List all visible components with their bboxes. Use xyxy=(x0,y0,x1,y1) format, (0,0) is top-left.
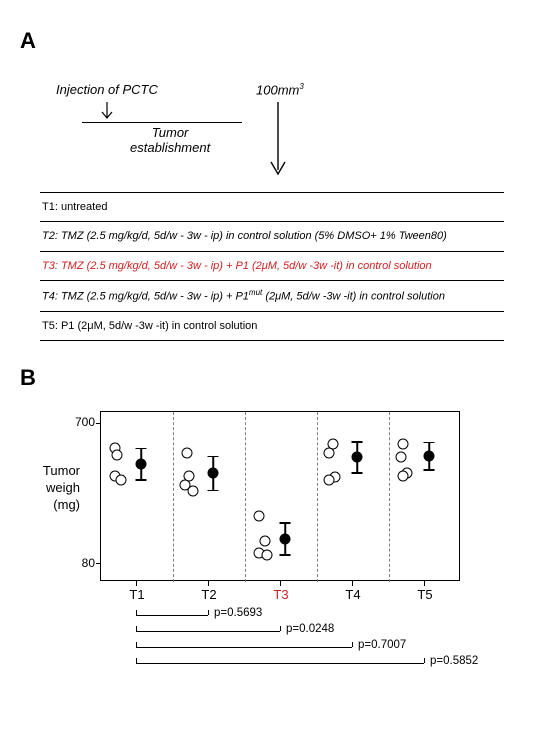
ytick xyxy=(96,423,101,424)
mean-point xyxy=(208,468,219,479)
x-category-T3: T3 xyxy=(261,587,301,602)
p-bracket-end xyxy=(280,626,281,631)
p-bracket xyxy=(136,631,280,632)
timeline-diagram: Injection of PCTC 100mm3 Tumor establish… xyxy=(56,82,524,192)
data-point xyxy=(188,486,199,497)
data-point xyxy=(182,447,193,458)
error-cap xyxy=(136,448,147,450)
x-category-T5: T5 xyxy=(405,587,445,602)
data-point xyxy=(324,447,335,458)
group-separator xyxy=(317,412,318,582)
y-axis-label: Tumor weigh (mg) xyxy=(20,463,80,514)
tumor-line1: Tumor xyxy=(152,125,189,140)
ytick-label: 700 xyxy=(71,415,95,429)
xtick xyxy=(280,580,281,586)
error-cap xyxy=(280,554,291,556)
p-bracket xyxy=(136,615,208,616)
error-cap xyxy=(136,479,147,481)
mean-point xyxy=(352,452,363,463)
data-point xyxy=(396,452,407,463)
x-category-T1: T1 xyxy=(117,587,157,602)
p-bracket-end xyxy=(424,658,425,663)
arrow-down-large-icon xyxy=(268,102,288,180)
p-value-label: p=0.5852 xyxy=(430,655,478,667)
xtick xyxy=(352,580,353,586)
volume-label: 100mm3 xyxy=(256,82,304,97)
ylabel-line1: Tumor xyxy=(43,463,80,478)
p-bracket-end xyxy=(136,626,137,631)
data-point xyxy=(260,536,271,547)
arrow-down-icon xyxy=(100,102,114,122)
xtick xyxy=(424,580,425,586)
xtick xyxy=(136,580,137,586)
error-cap xyxy=(352,441,363,443)
injection-label: Injection of PCTC xyxy=(56,82,158,97)
data-point xyxy=(116,475,127,486)
plot-area: 80700T1T2T3T4T5 xyxy=(100,411,460,581)
treatment-row-t1: T1: untreated xyxy=(40,192,504,221)
group-separator xyxy=(173,412,174,582)
group-separator xyxy=(389,412,390,582)
ylabel-line2: weigh (mg) xyxy=(46,480,80,512)
x-category-T4: T4 xyxy=(333,587,373,602)
group-separator xyxy=(245,412,246,582)
mean-point xyxy=(280,534,291,545)
error-cap xyxy=(424,469,435,471)
ytick xyxy=(96,563,101,564)
error-cap xyxy=(424,442,435,444)
volume-sup: 3 xyxy=(299,82,303,91)
error-cap xyxy=(208,490,219,492)
tumor-establishment-label: Tumor establishment xyxy=(130,125,210,155)
error-cap xyxy=(208,456,219,458)
mean-point xyxy=(424,451,435,462)
mean-point xyxy=(136,459,147,470)
ytick-label: 80 xyxy=(71,556,95,570)
volume-value: 100mm xyxy=(256,82,299,97)
tumor-weight-chart: Tumor weigh (mg) 80700T1T2T3T4T5 p=0.569… xyxy=(20,411,520,671)
p-bracket xyxy=(136,663,424,664)
data-point xyxy=(398,470,409,481)
treatment-row-t2: T2: TMZ (2.5 mg/kg/d, 5d/w - 3w - ip) in… xyxy=(40,221,504,250)
p-bracket-end xyxy=(136,658,137,663)
p-bracket xyxy=(136,647,352,648)
panel-a-label: A xyxy=(20,28,524,54)
p-bracket-end xyxy=(136,642,137,647)
error-cap xyxy=(352,472,363,474)
p-value-label: p=0.5693 xyxy=(214,607,262,619)
data-point xyxy=(254,511,265,522)
p-bracket-end xyxy=(352,642,353,647)
data-point xyxy=(398,438,409,449)
panel-b-label: B xyxy=(20,365,524,391)
p-value-label: p=0.0248 xyxy=(286,623,334,635)
error-cap xyxy=(280,522,291,524)
treatment-table: T1: untreatedT2: TMZ (2.5 mg/kg/d, 5d/w … xyxy=(40,192,504,341)
timeline-line xyxy=(82,122,242,123)
xtick xyxy=(208,580,209,586)
treatment-row-t5: T5: P1 (2μM, 5d/w -3w -it) in control so… xyxy=(40,311,504,341)
data-point xyxy=(112,450,123,461)
data-point xyxy=(262,549,273,560)
p-value-label: p=0.7007 xyxy=(358,639,406,651)
treatment-row-t4: T4: TMZ (2.5 mg/kg/d, 5d/w - 3w - ip) + … xyxy=(40,280,504,311)
tumor-line2: establishment xyxy=(130,140,210,155)
p-bracket-end xyxy=(208,610,209,615)
x-category-T2: T2 xyxy=(189,587,229,602)
p-bracket-end xyxy=(136,610,137,615)
treatment-row-t3: T3: TMZ (2.5 mg/kg/d, 5d/w - 3w - ip) + … xyxy=(40,251,504,280)
data-point xyxy=(324,475,335,486)
